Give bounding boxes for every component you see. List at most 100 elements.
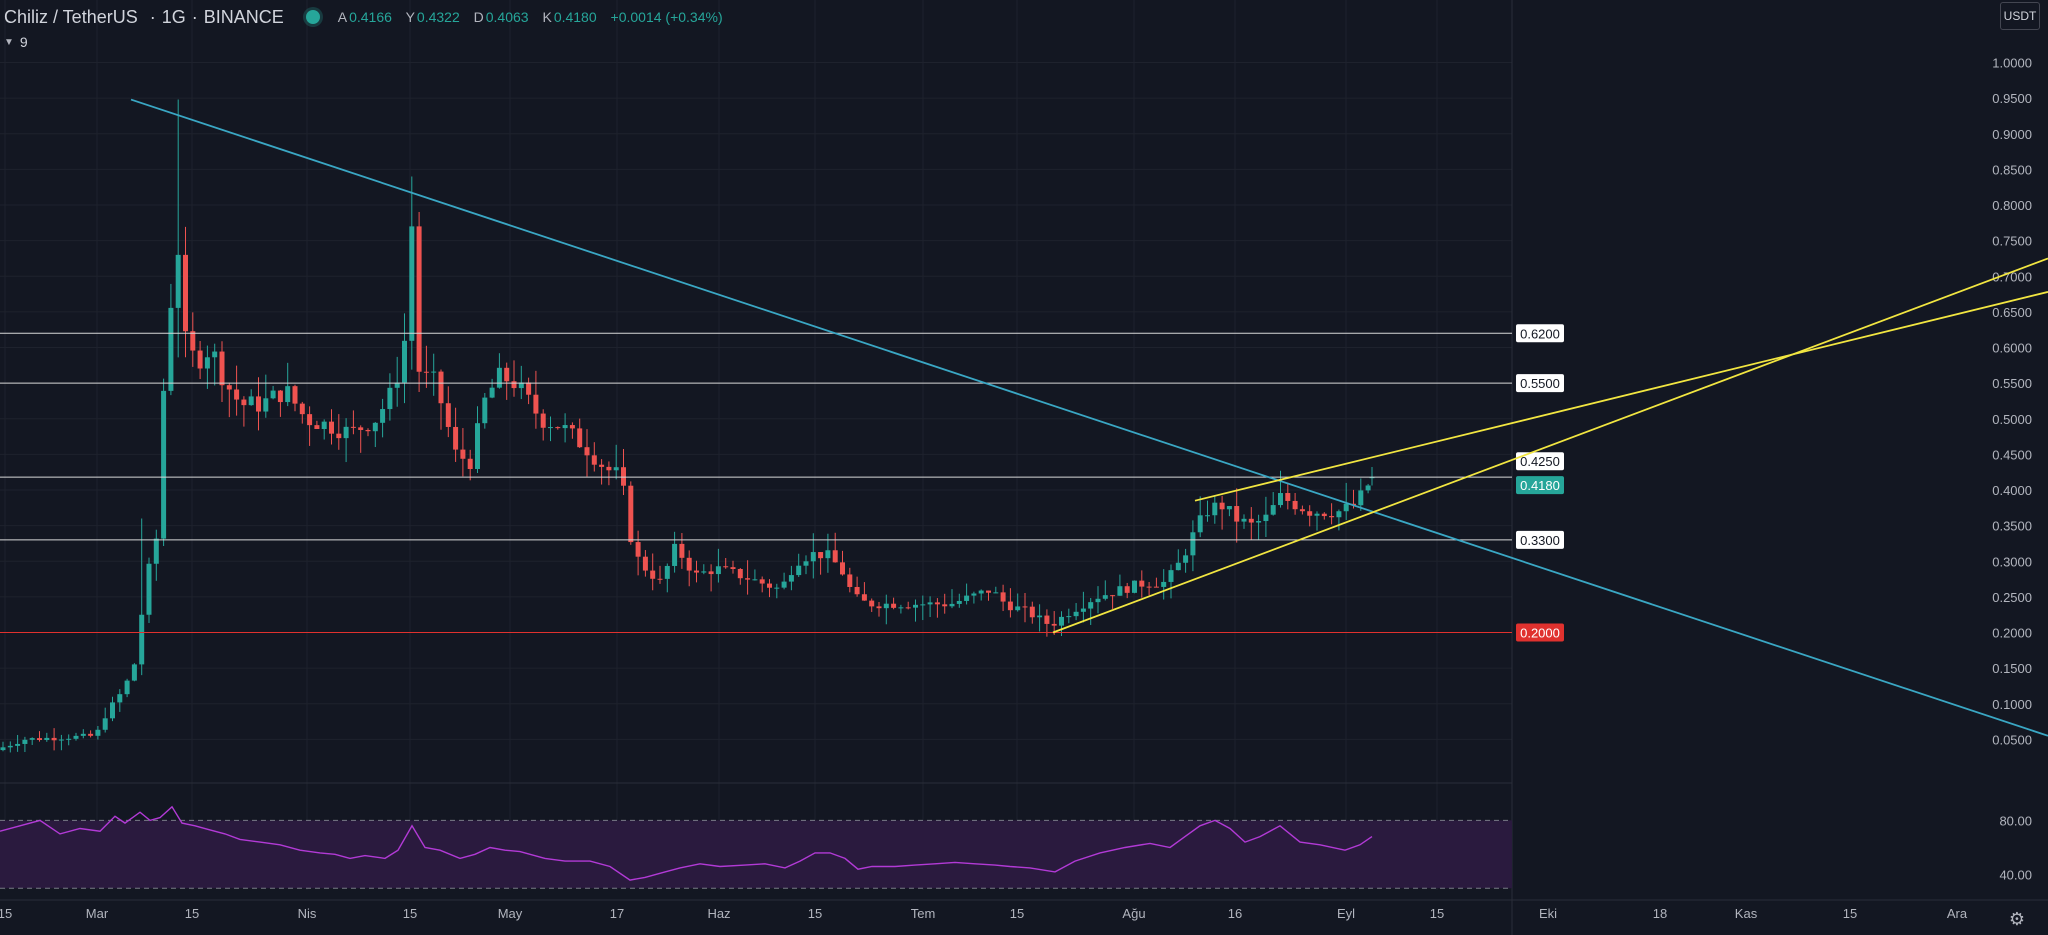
candle-body — [986, 590, 991, 593]
candle-body — [248, 396, 254, 406]
price-tick-label: 0.2500 — [1992, 590, 2032, 605]
candle — [548, 416, 553, 442]
candle — [555, 426, 561, 430]
quote-unit-badge[interactable]: USDT — [2000, 2, 2040, 30]
candle-body — [73, 735, 79, 739]
candle — [241, 396, 247, 427]
candle-body — [1007, 601, 1013, 611]
candle — [321, 419, 327, 440]
candle-body — [1051, 623, 1057, 626]
price-tag-label: 0.4250 — [1520, 454, 1560, 469]
candle — [1139, 570, 1145, 598]
candle-body — [197, 350, 203, 369]
candle — [876, 602, 882, 617]
indicators-toggle[interactable]: ▼ 9 — [4, 34, 28, 50]
price-tag-bg — [1516, 476, 1564, 495]
candle — [438, 369, 444, 430]
candle — [847, 567, 853, 593]
ohlc-high-value: 0.4322 — [416, 9, 460, 25]
candle-body — [1175, 562, 1181, 571]
interval[interactable]: 1G — [161, 6, 186, 27]
candle — [467, 449, 473, 481]
candle-body — [80, 733, 86, 736]
candle-body — [1073, 611, 1079, 617]
chevron-down-icon[interactable]: ▼ — [4, 36, 14, 48]
candle-body — [402, 340, 407, 383]
ohlc-low-key: D — [473, 9, 484, 25]
candle-body — [1329, 516, 1335, 518]
candle-body — [1095, 598, 1101, 603]
candle-body — [854, 586, 860, 595]
candle — [1110, 594, 1116, 609]
candle — [1270, 492, 1276, 516]
candle — [66, 734, 72, 746]
candle — [1219, 495, 1225, 530]
candle-body — [263, 398, 269, 412]
price-tick-label: 0.5500 — [1992, 376, 2032, 391]
time-tick-label: Ara — [1947, 906, 1968, 921]
candle — [1088, 597, 1094, 625]
candle-body — [518, 382, 524, 389]
candle-body — [1161, 581, 1167, 587]
candle-body — [1022, 606, 1028, 608]
candle — [1117, 574, 1123, 596]
candle — [270, 385, 276, 400]
candle-body — [496, 367, 502, 388]
candle-body — [124, 680, 130, 695]
candle — [197, 341, 203, 380]
price-tick-label: 0.0500 — [1992, 732, 2032, 747]
candle — [1365, 483, 1371, 494]
symbol-legend: Chiliz / TetherUS · 1G · BINANCE A 0.4166… — [4, 6, 733, 28]
candle-body — [445, 403, 451, 427]
trend-line[interactable] — [130, 98, 2048, 737]
trend-line[interactable] — [1052, 257, 2048, 634]
price-tick-label: 0.6000 — [1992, 341, 2032, 356]
candle-body — [95, 729, 101, 736]
ohlc-close-value: 0.4180 — [553, 9, 597, 25]
candle-body — [270, 390, 276, 399]
candle-body — [788, 575, 794, 582]
candle — [657, 565, 663, 584]
rsi-band — [0, 820, 1512, 889]
candle-body — [438, 371, 444, 404]
candle — [161, 378, 167, 546]
candle-body — [1197, 515, 1203, 533]
price-tag-label: 0.5500 — [1520, 376, 1560, 391]
time-tick-label: 15 — [1843, 906, 1857, 921]
candle-body — [475, 423, 480, 469]
candle — [577, 418, 583, 448]
price-tick-label: 0.2000 — [1992, 626, 2032, 641]
candle — [701, 564, 707, 575]
candle-body — [1336, 511, 1342, 518]
candle — [650, 553, 656, 591]
candle-body — [913, 604, 918, 608]
candle — [518, 365, 524, 400]
candle-body — [949, 603, 955, 607]
candle-body — [1299, 509, 1305, 512]
symbol-name[interactable]: Chiliz / TetherUS — [4, 6, 138, 27]
candle — [1263, 496, 1269, 537]
candle — [1285, 483, 1291, 510]
trend-line[interactable] — [1194, 291, 2048, 502]
candle — [365, 428, 371, 437]
time-tick-label: Eki — [1539, 906, 1557, 921]
candle — [329, 409, 334, 445]
candle — [124, 678, 130, 698]
candle — [102, 707, 108, 733]
candle-body — [1285, 493, 1291, 501]
candle-body — [453, 426, 459, 450]
candle — [1292, 492, 1298, 515]
candle — [891, 597, 897, 610]
price-tick-label: 0.7500 — [1992, 234, 2032, 249]
rsi-pane: 80.00 40.00 — [0, 782, 2032, 889]
candle — [723, 558, 729, 569]
candle-body — [978, 590, 984, 594]
candle — [1124, 582, 1130, 599]
candle — [796, 553, 802, 577]
gear-icon[interactable]: ⚙ — [2008, 909, 2026, 929]
candle — [1212, 495, 1218, 524]
candle-body — [1110, 595, 1116, 597]
candle-body — [1088, 602, 1094, 609]
candle-body — [679, 543, 685, 558]
